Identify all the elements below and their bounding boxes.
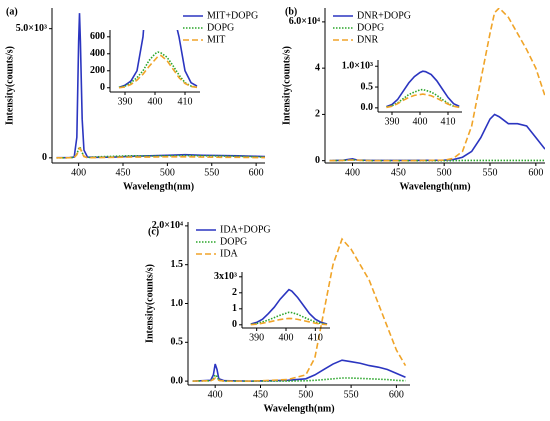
y-tick-label: 6.0×10⁴ bbox=[289, 16, 320, 27]
x-tick-label: 390 bbox=[249, 332, 264, 343]
y-tick-label: 200 bbox=[90, 65, 105, 76]
series-line bbox=[386, 70, 460, 108]
x-tick-label: 400 bbox=[279, 332, 294, 343]
legend-label: IDA+DOPG bbox=[220, 224, 271, 235]
y-tick-label: 0.5 bbox=[361, 81, 374, 92]
y-tick-label: 0.0 bbox=[171, 375, 184, 386]
x-tick-label: 390 bbox=[385, 116, 400, 127]
x-tick-label: 410 bbox=[441, 116, 456, 127]
series-line bbox=[118, 51, 198, 89]
y-tick-label: 2 bbox=[232, 287, 237, 298]
x-tick-label: 600 bbox=[528, 167, 543, 178]
y-tick-label: 400 bbox=[90, 48, 105, 59]
panel-label: (b) bbox=[285, 6, 297, 17]
series-line bbox=[192, 359, 406, 382]
legend-label: DOPG bbox=[357, 22, 384, 33]
x-tick-label: 450 bbox=[253, 389, 268, 400]
y-axis-label: Intensity(counts/s) bbox=[144, 264, 155, 343]
series-line bbox=[250, 311, 328, 326]
y-tick-label: 600 bbox=[90, 31, 105, 42]
x-tick-label: 390 bbox=[118, 96, 133, 107]
x-tick-label: 550 bbox=[344, 389, 359, 400]
y-tick-label: 1.0×10³ bbox=[342, 61, 373, 72]
series-line bbox=[56, 13, 265, 159]
legend-label: MIT+DOPG bbox=[207, 10, 258, 21]
x-tick-label: 550 bbox=[483, 167, 498, 178]
series-line bbox=[250, 288, 328, 325]
series-line bbox=[118, 30, 198, 89]
x-tick-label: 600 bbox=[249, 167, 264, 178]
x-tick-label: 400 bbox=[148, 96, 163, 107]
x-axis-label: Wavelength(nm) bbox=[263, 403, 334, 414]
y-tick-label: 4 bbox=[315, 62, 320, 73]
y-tick-label: 1.5 bbox=[171, 259, 184, 270]
legend-label: MIT bbox=[207, 34, 225, 45]
series-line bbox=[192, 373, 406, 382]
y-tick-label: 1 bbox=[232, 303, 237, 314]
y-tick-label: 0 bbox=[100, 82, 105, 93]
series-line bbox=[329, 8, 545, 162]
series-line bbox=[192, 237, 407, 382]
y-axis-label: Intensity(counts/s) bbox=[281, 46, 292, 125]
y-tick-label: 2 bbox=[315, 109, 320, 120]
legend-label: DOPG bbox=[220, 236, 247, 247]
x-tick-label: 600 bbox=[389, 389, 404, 400]
panel-label: (c) bbox=[148, 226, 159, 237]
panel-label: (a) bbox=[6, 6, 18, 17]
y-tick-label: 2.0×10⁴ bbox=[152, 220, 183, 231]
x-tick-label: 450 bbox=[116, 167, 131, 178]
y-axis-label: Intensity(counts/s) bbox=[4, 46, 15, 125]
x-axis-label: Wavelength(nm) bbox=[123, 181, 194, 192]
x-tick-label: 400 bbox=[413, 116, 428, 127]
series-line bbox=[56, 146, 265, 159]
y-tick-label: 0 bbox=[315, 155, 320, 166]
x-tick-label: 500 bbox=[160, 167, 175, 178]
x-tick-label: 500 bbox=[437, 167, 452, 178]
x-tick-label: 500 bbox=[298, 389, 313, 400]
y-tick-label: 5.0×10³ bbox=[16, 23, 47, 34]
series-line bbox=[250, 317, 328, 326]
y-tick-label: 1.0 bbox=[171, 298, 184, 309]
x-tick-label: 550 bbox=[204, 167, 219, 178]
legend-label: DNR+DOPG bbox=[357, 10, 411, 21]
y-tick-label: 0.0 bbox=[361, 102, 374, 113]
y-tick-label: 0.5 bbox=[171, 337, 184, 348]
x-tick-label: 450 bbox=[391, 167, 406, 178]
legend-label: DOPG bbox=[207, 22, 234, 33]
x-tick-label: 410 bbox=[308, 332, 323, 343]
x-tick-label: 400 bbox=[208, 389, 223, 400]
legend-label: IDA bbox=[220, 248, 239, 259]
x-tick-label: 400 bbox=[345, 167, 360, 178]
series-line bbox=[386, 93, 460, 109]
series-line bbox=[329, 113, 545, 162]
y-tick-label: 3x10³ bbox=[214, 271, 237, 282]
y-tick-label: 0 bbox=[232, 319, 237, 330]
legend-label: DNR bbox=[357, 34, 378, 45]
x-axis-label: Wavelength(nm) bbox=[399, 181, 470, 192]
x-tick-label: 410 bbox=[178, 96, 193, 107]
x-tick-label: 400 bbox=[71, 167, 86, 178]
y-tick-label: 0 bbox=[42, 152, 47, 163]
